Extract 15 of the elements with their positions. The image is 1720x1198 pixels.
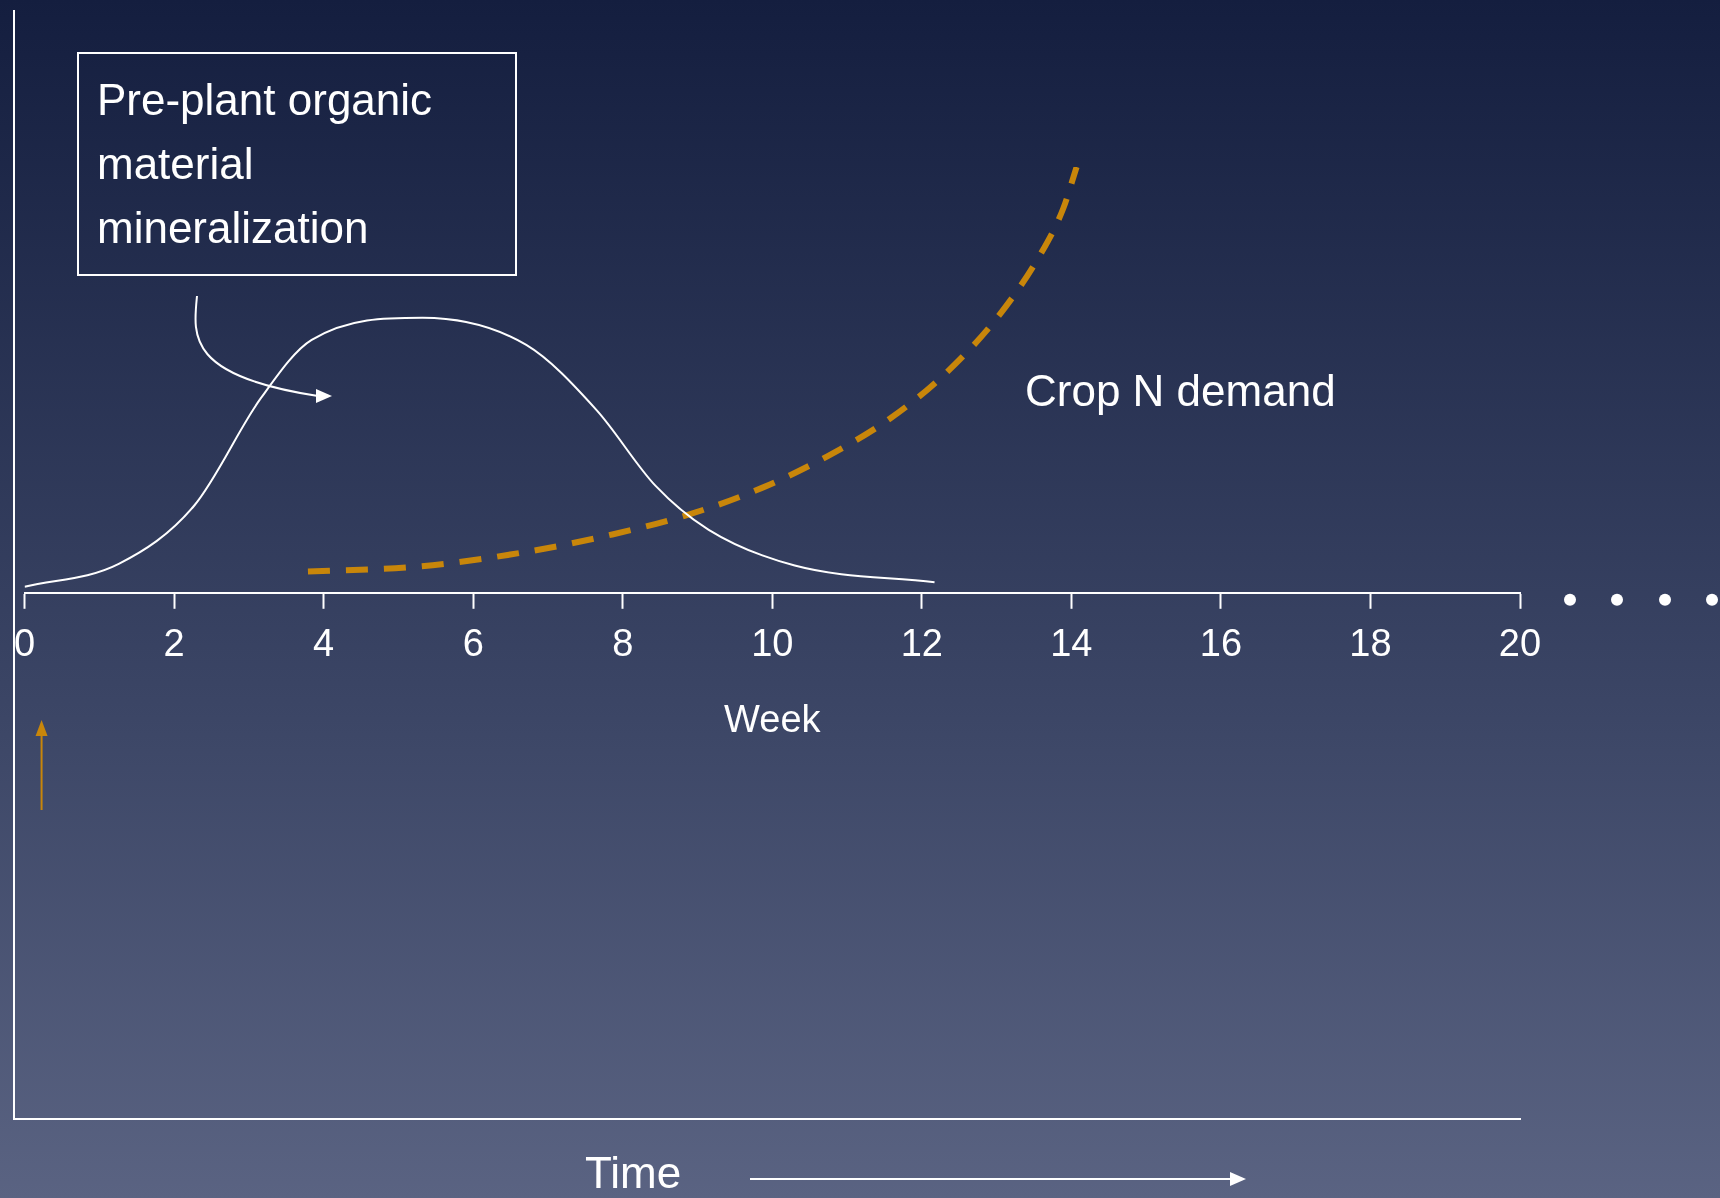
x-tick-label: 0	[14, 622, 36, 665]
x-tick-label: 10	[751, 622, 794, 665]
x-tick-label: 8	[612, 622, 634, 665]
x-axis-title: Week	[724, 697, 822, 740]
x-tick-label: 6	[462, 622, 484, 665]
x-tick-label: 20	[1498, 622, 1542, 665]
x-tick-label: 14	[1050, 622, 1093, 665]
x-tick-label: 18	[1349, 622, 1392, 665]
series-label: Crop N demand	[1025, 366, 1336, 416]
text: Time	[585, 1148, 682, 1198]
x-tick-label: 4	[313, 622, 335, 665]
annotation: Pre-plant organic material mineralization	[77, 52, 517, 276]
x-tick-label: 16	[1199, 622, 1243, 665]
x-tick-label: 2	[163, 622, 185, 665]
x-tick-label: 12	[900, 622, 943, 665]
